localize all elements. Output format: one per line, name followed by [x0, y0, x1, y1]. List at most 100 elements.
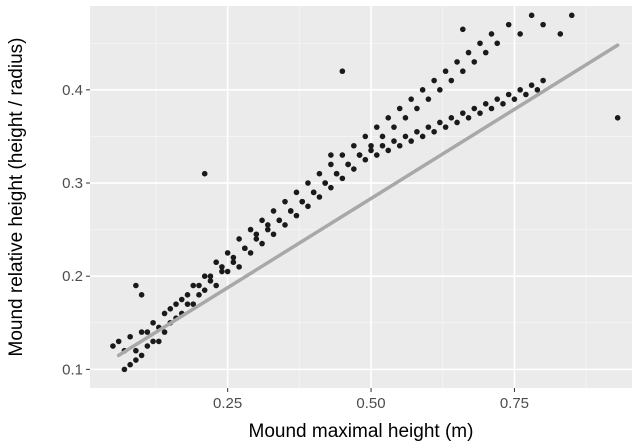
- data-point: [201, 287, 208, 293]
- data-point: [362, 156, 369, 163]
- data-point: [362, 133, 369, 140]
- data-point: [442, 68, 449, 75]
- data-point: [494, 40, 501, 47]
- data-point: [528, 12, 535, 19]
- data-point: [425, 96, 432, 102]
- data-point: [133, 282, 139, 289]
- data-point: [110, 343, 116, 349]
- y-tick-label: 0.1: [62, 361, 83, 378]
- data-point: [230, 259, 237, 266]
- data-point: [391, 124, 397, 130]
- data-point: [568, 12, 575, 19]
- data-point: [242, 245, 248, 252]
- data-point: [351, 142, 357, 149]
- data-point: [454, 119, 460, 126]
- data-point: [396, 142, 403, 149]
- data-point: [379, 133, 386, 140]
- data-point: [115, 338, 122, 345]
- data-point: [339, 68, 346, 75]
- data-point: [322, 180, 328, 186]
- data-point: [247, 226, 254, 233]
- data-point: [236, 264, 242, 270]
- data-point: [259, 217, 265, 224]
- data-point: [270, 231, 277, 238]
- data-point: [351, 166, 357, 172]
- x-tick-label: 0.50: [356, 395, 385, 412]
- data-point: [133, 357, 139, 363]
- data-point: [408, 96, 414, 102]
- x-tick-label: 0.25: [213, 395, 242, 412]
- x-axis-title: Mound maximal height (m): [249, 421, 474, 442]
- data-point: [471, 59, 478, 65]
- data-point: [442, 124, 449, 130]
- data-point: [150, 319, 156, 326]
- data-point: [316, 170, 323, 177]
- fit-line-layer: [116, 43, 620, 358]
- data-point: [224, 250, 231, 256]
- data-point: [270, 208, 277, 214]
- data-point: [511, 96, 518, 102]
- data-point: [287, 208, 294, 214]
- data-point: [477, 40, 483, 47]
- data-point: [184, 292, 191, 298]
- data-point: [219, 268, 225, 275]
- data-point: [133, 347, 139, 354]
- data-point: [161, 329, 168, 335]
- data-point: [138, 329, 145, 335]
- data-point: [471, 105, 478, 112]
- data-point: [523, 91, 529, 98]
- y-tick-label: 0.3: [62, 175, 83, 192]
- data-point: [505, 91, 512, 98]
- data-point: [207, 278, 214, 284]
- data-point: [293, 189, 300, 196]
- data-point: [264, 226, 271, 233]
- data-point: [230, 254, 237, 261]
- data-point: [161, 310, 168, 317]
- data-point: [282, 198, 288, 205]
- y-tick-label: 0.2: [62, 268, 83, 285]
- data-point: [305, 203, 311, 210]
- data-point: [328, 152, 334, 158]
- data-point: [293, 212, 300, 219]
- data-point: [190, 282, 197, 289]
- data-point: [253, 236, 260, 242]
- data-point: [138, 292, 145, 298]
- data-point: [328, 161, 334, 168]
- data-point: [431, 128, 437, 135]
- data-point: [402, 115, 409, 121]
- data-point: [368, 147, 374, 154]
- data-point: [517, 87, 523, 93]
- data-point: [253, 231, 260, 238]
- data-point: [213, 259, 219, 266]
- data-point: [201, 273, 208, 279]
- data-point: [339, 152, 346, 158]
- data-point: [385, 147, 392, 154]
- data-point: [156, 338, 162, 345]
- data-point: [184, 301, 191, 307]
- data-point: [299, 198, 306, 205]
- plot-panel: [90, 6, 632, 388]
- data-point: [127, 361, 133, 368]
- data-point: [259, 240, 265, 247]
- data-point: [190, 301, 197, 307]
- data-point: [408, 138, 414, 144]
- data-point: [465, 49, 472, 56]
- data-point: [540, 21, 546, 28]
- data-point: [121, 366, 128, 373]
- data-point: [500, 101, 506, 107]
- data-point: [368, 142, 374, 149]
- data-point: [614, 115, 621, 121]
- data-point: [460, 26, 466, 33]
- data-point: [373, 152, 380, 158]
- data-point: [391, 138, 397, 144]
- y-tick-label: 0.4: [62, 82, 83, 99]
- data-point: [419, 87, 426, 93]
- data-point: [505, 21, 512, 28]
- data-point: [488, 31, 495, 37]
- data-point: [276, 217, 283, 224]
- data-point: [488, 105, 495, 112]
- data-point: [414, 128, 420, 135]
- data-point: [316, 194, 323, 200]
